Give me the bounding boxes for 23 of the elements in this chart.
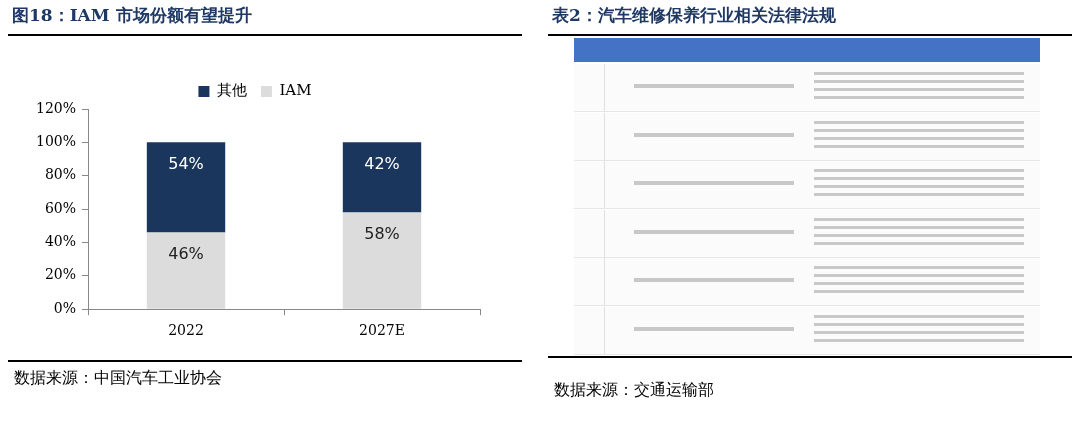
bar	[146, 232, 226, 309]
y-tick-label: 100%	[35, 133, 77, 150]
source-note: 数据来源：交通运输部	[554, 380, 715, 401]
data-label: 58%	[364, 223, 400, 243]
legend-label: 其他	[216, 81, 247, 100]
y-tick-label: 20%	[44, 266, 77, 283]
chart-title: 图18：IAM 市场份额有望提升	[12, 4, 252, 27]
bar	[342, 142, 422, 213]
source-note: 数据来源：中国汽车工业协会	[14, 368, 223, 389]
y-tick-label: 120%	[35, 99, 77, 116]
y-tick-label: 40%	[44, 233, 77, 250]
bar	[342, 212, 422, 309]
bar	[146, 142, 226, 233]
text: 表2：汽车维修保养行业相关法律法规	[552, 4, 836, 27]
data-label: 54%	[168, 153, 204, 173]
x-tick-label: 2027E	[359, 322, 405, 339]
data-label: 42%	[364, 153, 400, 173]
y-tick-label: 0%	[53, 299, 77, 316]
y-tick-label: 60%	[44, 199, 77, 216]
y-tick-label: 80%	[44, 166, 77, 183]
data-label: 46%	[168, 243, 204, 263]
legend-label: IAM	[279, 81, 312, 100]
x-tick-label: 2022	[168, 322, 204, 339]
